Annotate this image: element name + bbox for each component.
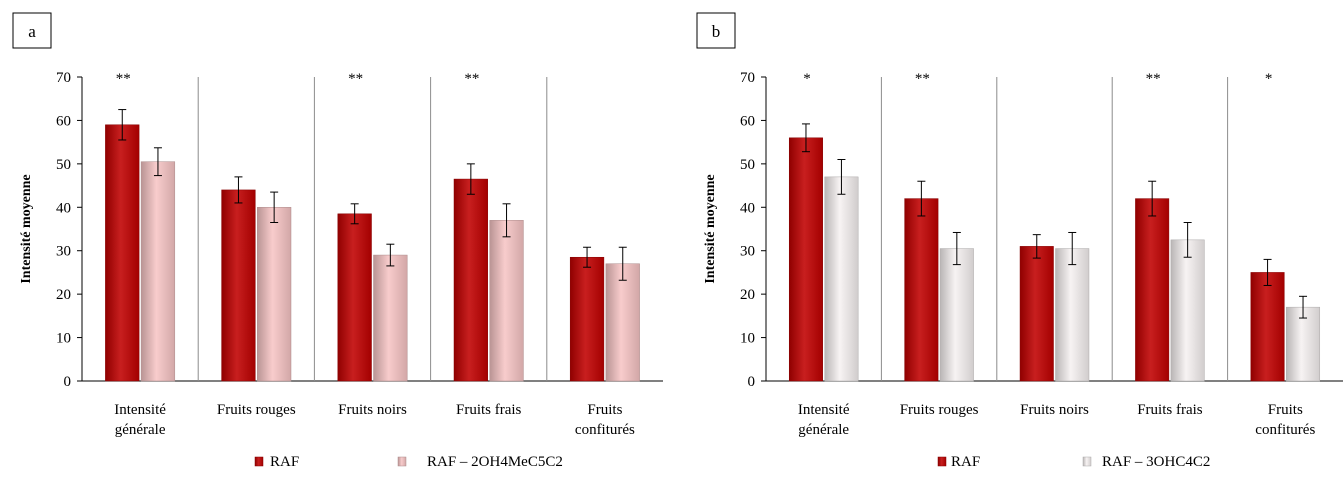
bar-raf bbox=[569, 256, 605, 382]
panel-label: b bbox=[712, 22, 721, 41]
panel-label-box bbox=[12, 12, 52, 49]
x-tick-label: Intensité bbox=[798, 402, 850, 418]
y-tick-label: 50 bbox=[740, 157, 755, 173]
significance-label: ** bbox=[915, 71, 930, 87]
legend-swatch bbox=[254, 456, 264, 467]
significance-label: ** bbox=[348, 71, 363, 87]
bar-treatment bbox=[257, 207, 292, 382]
y-tick-label: 60 bbox=[740, 113, 755, 129]
y-tick-label: 50 bbox=[56, 157, 71, 173]
bar-treatment bbox=[605, 263, 640, 382]
x-tick-label: confiturés bbox=[1255, 422, 1315, 438]
bar-treatment bbox=[824, 176, 859, 382]
x-tick-label: Fruits rouges bbox=[900, 402, 979, 418]
panel-label: a bbox=[28, 22, 36, 41]
x-tick-label: Fruits bbox=[587, 402, 622, 418]
legend-label: RAF bbox=[951, 454, 980, 470]
bar-treatment bbox=[939, 248, 974, 382]
bar-raf bbox=[221, 189, 256, 382]
legend-label: RAF – 3OHC4C2 bbox=[1102, 454, 1210, 470]
significance-label: ** bbox=[116, 71, 131, 87]
significance-label: * bbox=[803, 71, 811, 87]
x-tick-label: Fruits frais bbox=[1137, 402, 1203, 418]
bar-treatment bbox=[489, 220, 524, 382]
y-axis-label: Intensité moyenne bbox=[703, 174, 718, 283]
y-tick-label: 10 bbox=[56, 331, 71, 347]
y-tick-label: 70 bbox=[740, 70, 755, 86]
legend-swatch bbox=[397, 456, 407, 467]
bar-raf bbox=[1250, 272, 1285, 382]
panel-label-box bbox=[696, 12, 736, 49]
bar-treatment bbox=[373, 254, 408, 382]
y-tick-label: 30 bbox=[740, 244, 755, 260]
x-tick-label: Fruits noirs bbox=[1020, 402, 1089, 418]
bar-raf bbox=[337, 213, 372, 382]
x-tick-label: Fruits noirs bbox=[338, 402, 407, 418]
bar-treatment bbox=[1286, 306, 1321, 382]
bar-raf bbox=[1019, 246, 1054, 382]
y-tick-label: 40 bbox=[56, 200, 71, 216]
y-tick-label: 60 bbox=[56, 113, 71, 129]
legend-swatch bbox=[1082, 456, 1092, 467]
significance-label: * bbox=[1265, 71, 1273, 87]
x-tick-label: Fruits bbox=[1268, 402, 1303, 418]
legend-swatch bbox=[937, 456, 947, 467]
bar-raf bbox=[788, 137, 823, 382]
chart-panel-a: a 0 10 20 30 40 50 60 70 Intensité moyenne ** Inten… bbox=[12, 12, 663, 470]
legend: RAF RAF – 2OH4MeC5C2 bbox=[254, 454, 563, 470]
bar-raf bbox=[453, 178, 488, 382]
y-tick-label: 20 bbox=[740, 287, 755, 303]
chart-panel-b: b 0 10 20 30 40 50 60 70 Intensité moyenne * Intens… bbox=[696, 12, 1343, 470]
legend-label: RAF bbox=[270, 454, 299, 470]
bar-treatment bbox=[140, 161, 176, 382]
y-axis-label: Intensité moyenne bbox=[19, 174, 34, 283]
x-tick-label: Fruits rouges bbox=[217, 402, 296, 418]
significance-label: ** bbox=[1146, 71, 1161, 87]
x-tick-label: Fruits frais bbox=[456, 402, 522, 418]
x-tick-label: générale bbox=[798, 422, 849, 438]
y-tick-label: 0 bbox=[748, 374, 756, 390]
legend-label: RAF – 2OH4MeC5C2 bbox=[427, 454, 563, 470]
x-tick-label: confiturés bbox=[575, 422, 635, 438]
y-tick-label: 20 bbox=[56, 287, 71, 303]
x-tick-label: générale bbox=[115, 422, 166, 438]
bar-raf bbox=[1135, 198, 1170, 382]
y-tick-label: 70 bbox=[56, 70, 71, 86]
bar-raf bbox=[105, 124, 140, 382]
x-tick-label: Intensité bbox=[114, 402, 166, 418]
bar-treatment bbox=[1055, 248, 1090, 382]
y-tick-label: 40 bbox=[740, 200, 755, 216]
y-tick-label: 10 bbox=[740, 331, 755, 347]
y-tick-label: 0 bbox=[64, 374, 72, 390]
significance-label: ** bbox=[464, 71, 479, 87]
legend: RAF RAF – 3OHC4C2 bbox=[937, 454, 1210, 470]
bar-raf bbox=[904, 198, 939, 382]
y-tick-label: 30 bbox=[56, 244, 71, 260]
bar-treatment bbox=[1170, 239, 1205, 382]
